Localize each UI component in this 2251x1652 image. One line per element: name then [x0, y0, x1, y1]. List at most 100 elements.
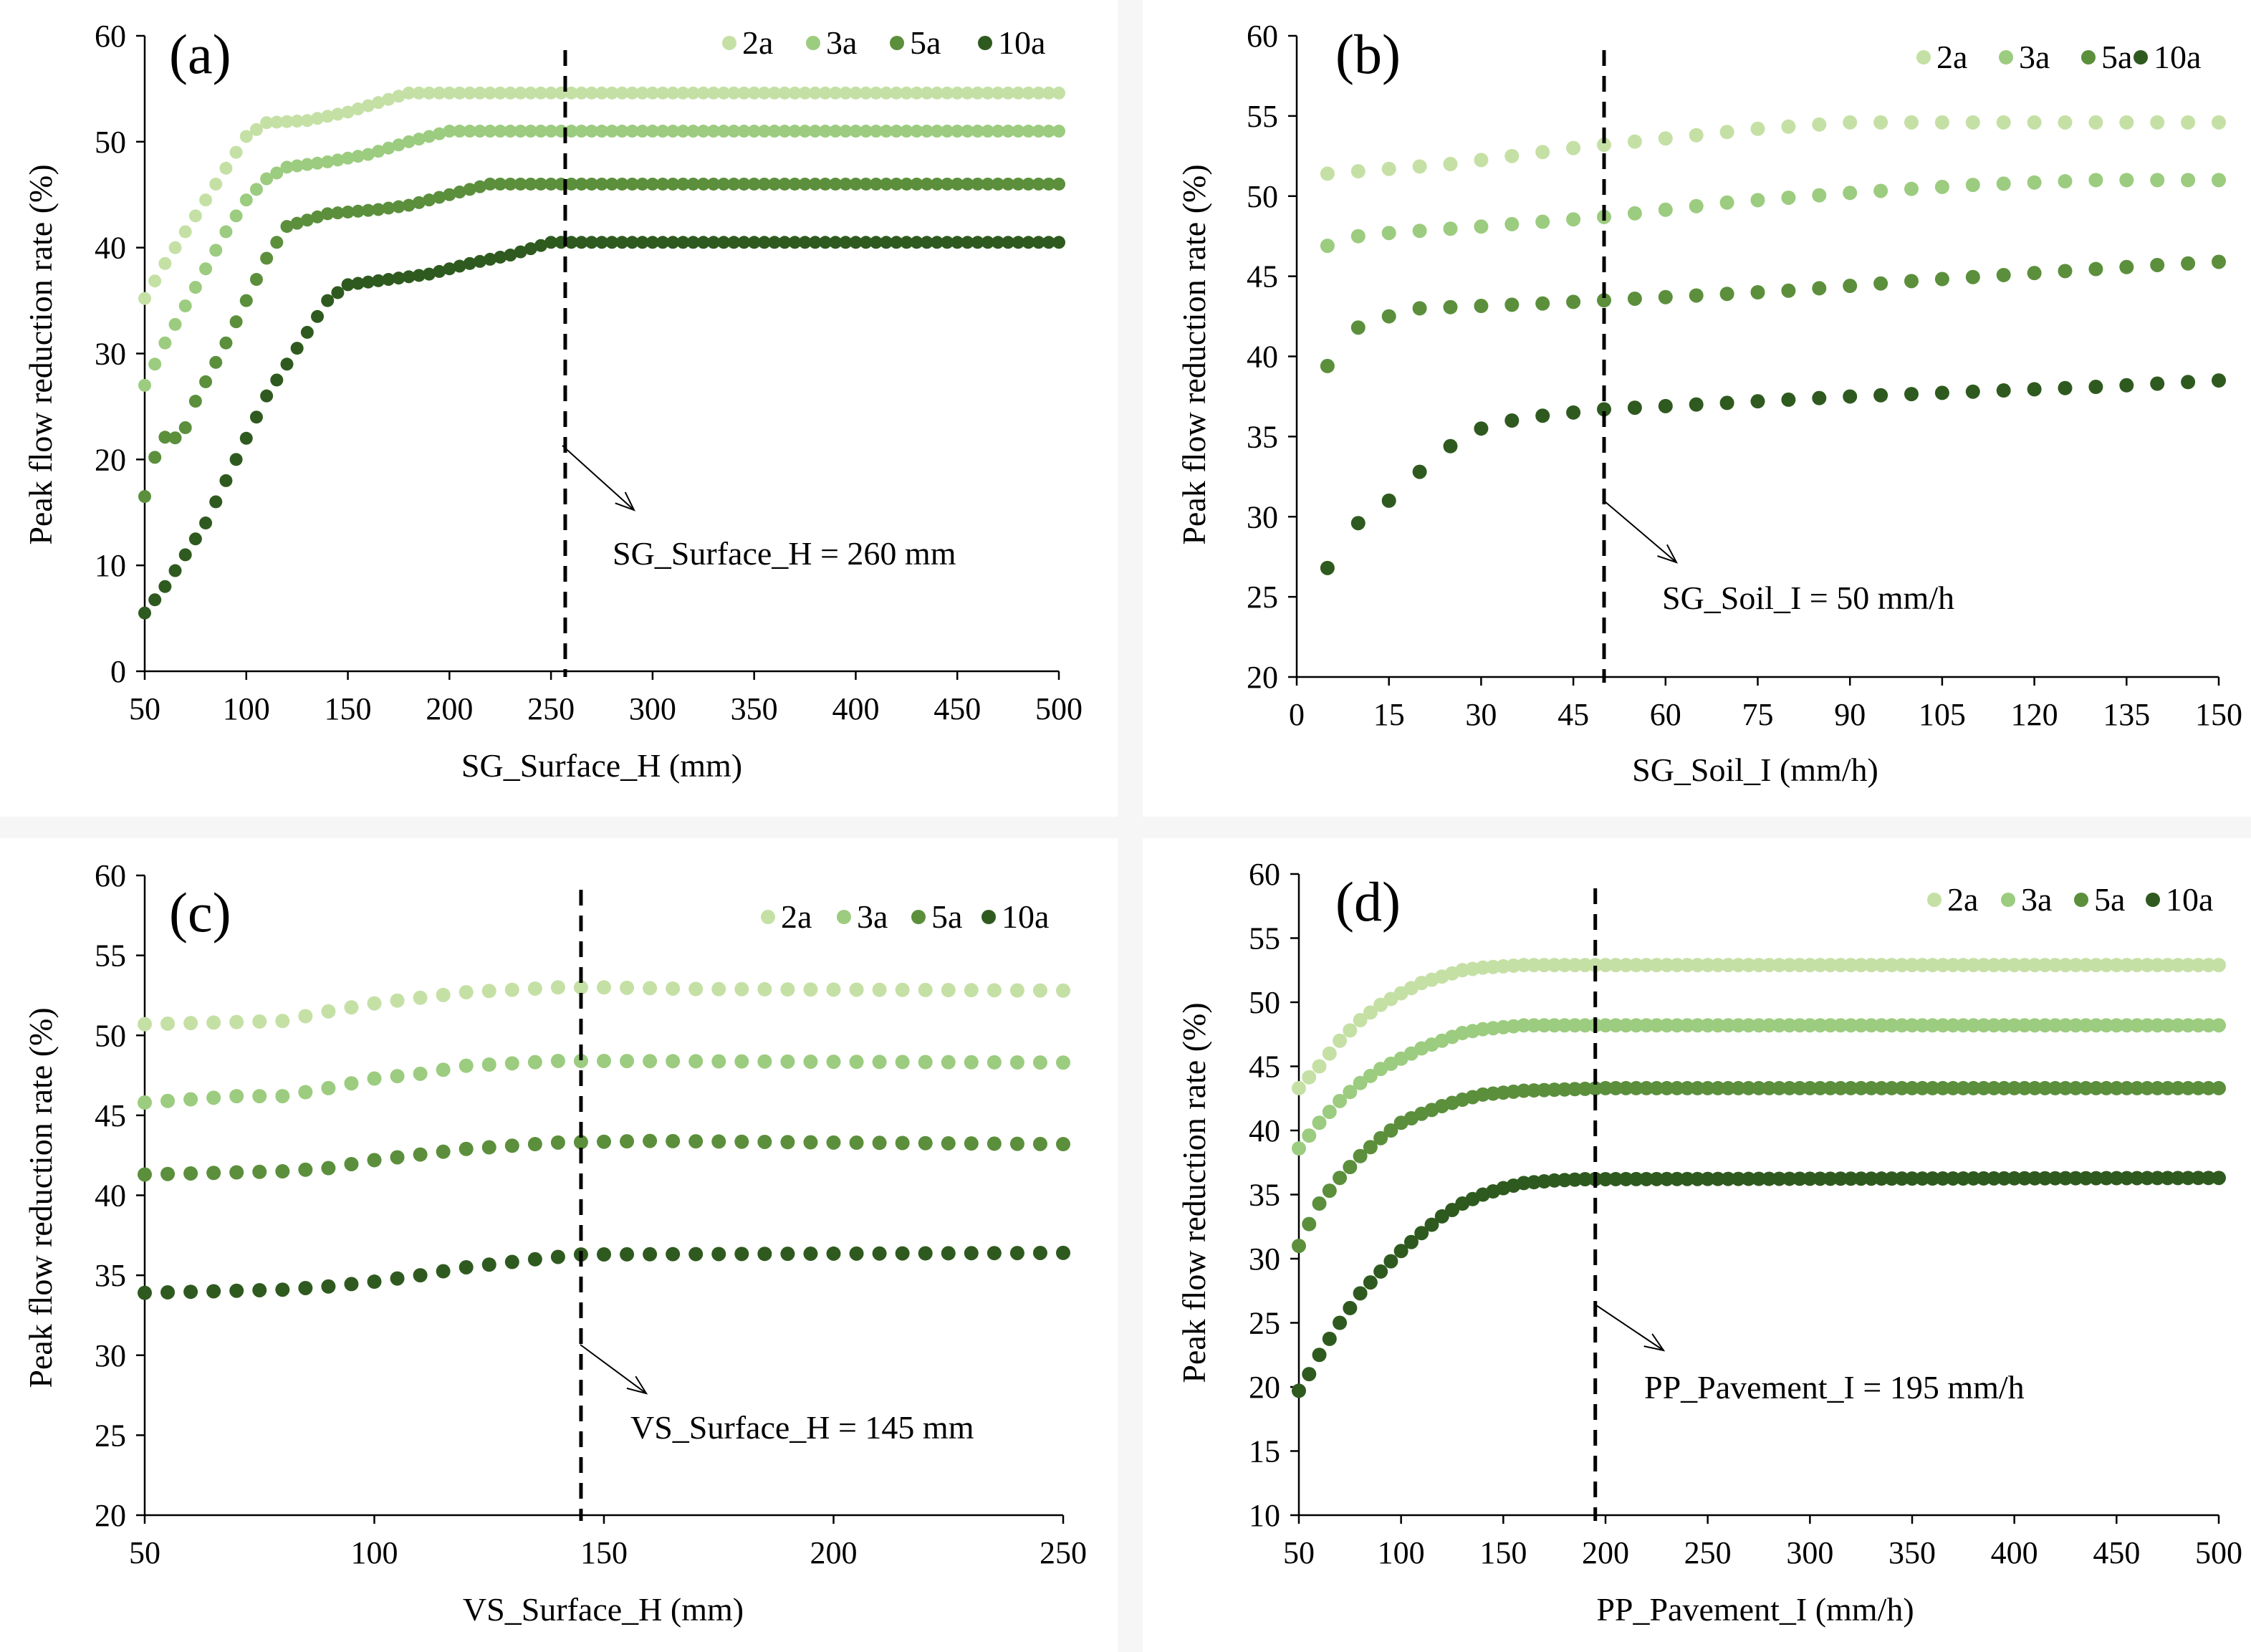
data-point: [1997, 1018, 2012, 1033]
panel-b-marks: [1320, 50, 2226, 683]
data-point: [1009, 1055, 1024, 1070]
data-point: [1012, 86, 1025, 100]
data-point: [595, 177, 608, 191]
data-point: [717, 236, 731, 249]
data-point: [981, 236, 994, 249]
data-point: [1750, 193, 1765, 208]
data-point: [422, 193, 436, 207]
data-point: [158, 431, 172, 444]
panel-d-series-3a: [1292, 1018, 2226, 1156]
panel-c-x-tick-label: 250: [1040, 1535, 1087, 1570]
data-point: [209, 244, 223, 257]
data-point: [1302, 1128, 1317, 1143]
data-point: [620, 1054, 635, 1069]
data-point: [2181, 256, 2196, 271]
data-point: [1627, 206, 1642, 221]
data-point: [1393, 1244, 1408, 1259]
data-point: [1843, 389, 1858, 404]
data-point: [2140, 1018, 2155, 1033]
data-point: [1353, 1148, 1368, 1163]
data-point: [188, 281, 202, 294]
data-point: [433, 86, 446, 100]
panel-b-x-axis-title: SG_Soil_I (mm/h): [1632, 751, 1878, 788]
data-point: [1474, 219, 1489, 234]
data-point: [199, 375, 213, 388]
data-point: [645, 236, 659, 249]
data-point: [941, 236, 954, 249]
data-point: [1445, 1202, 1459, 1217]
data-point: [605, 125, 619, 138]
data-point: [1649, 1171, 1664, 1186]
data-point: [2160, 1080, 2175, 1095]
data-point: [413, 990, 428, 1005]
data-point: [605, 236, 619, 249]
panel-b-x-tick-label: 105: [1919, 697, 1966, 732]
data-point: [463, 183, 476, 196]
data-point: [2017, 1171, 2032, 1186]
data-point: [2088, 173, 2103, 188]
data-point: [1056, 1055, 1070, 1070]
data-point: [1721, 1018, 1736, 1033]
data-point: [964, 1246, 979, 1261]
data-point: [229, 1283, 244, 1298]
data-point: [1292, 1239, 1306, 1254]
data-point: [158, 256, 172, 270]
data-point: [1012, 125, 1025, 138]
data-point: [275, 1164, 290, 1179]
data-point: [666, 177, 680, 191]
data-point: [341, 278, 355, 292]
data-point: [666, 86, 680, 100]
data-point: [1434, 1209, 1449, 1224]
data-point: [1873, 388, 1888, 403]
data-point: [372, 274, 385, 287]
data-point: [158, 336, 172, 350]
data-point: [1504, 148, 1520, 163]
data-point: [1628, 1171, 1643, 1186]
data-point: [1627, 400, 1642, 416]
data-point: [826, 1055, 841, 1070]
data-point: [711, 1247, 726, 1262]
data-point: [849, 86, 863, 100]
data-point: [1873, 183, 1888, 198]
data-point: [290, 342, 304, 355]
data-point: [826, 1135, 841, 1150]
data-point: [826, 1246, 841, 1261]
data-point: [1690, 1171, 1705, 1186]
data-point: [686, 236, 700, 249]
data-point: [280, 220, 294, 234]
data-point: [920, 236, 933, 249]
data-point: [1381, 309, 1396, 324]
data-point: [321, 1279, 336, 1294]
data-point: [1925, 1080, 1940, 1095]
data-point: [484, 177, 497, 191]
data-point: [2181, 1171, 2196, 1186]
data-point: [849, 1055, 864, 1070]
panel-c-axes: 20 25 30 35 40 45 50 55 60 50 100 150 200 250: [95, 858, 1087, 1570]
panel-a-x-tick-label: 350: [731, 691, 778, 726]
data-point: [1781, 392, 1796, 407]
data-point: [484, 125, 497, 138]
data-point: [1752, 1080, 1766, 1095]
data-point: [2027, 1171, 2043, 1186]
data-point: [249, 410, 263, 424]
data-point: [544, 86, 558, 100]
data-point: [199, 262, 213, 276]
data-point: [1873, 276, 1888, 291]
data-point: [2191, 1080, 2206, 1095]
data-point: [311, 156, 325, 170]
data-point: [625, 177, 639, 191]
panel-d-x-tick-label: 250: [1684, 1535, 1732, 1570]
data-point: [1052, 86, 1065, 100]
data-point: [1782, 1171, 1797, 1186]
data-point: [1915, 958, 1930, 973]
data-point: [1884, 1171, 1899, 1186]
data-point: [717, 177, 731, 191]
data-point: [473, 254, 486, 268]
data-point: [2170, 1171, 2185, 1186]
data-point: [981, 177, 994, 191]
data-point: [361, 148, 375, 161]
data-point: [1863, 1171, 1878, 1186]
data-point: [991, 125, 1004, 138]
data-point: [1813, 958, 1828, 973]
data-point: [918, 1055, 933, 1070]
